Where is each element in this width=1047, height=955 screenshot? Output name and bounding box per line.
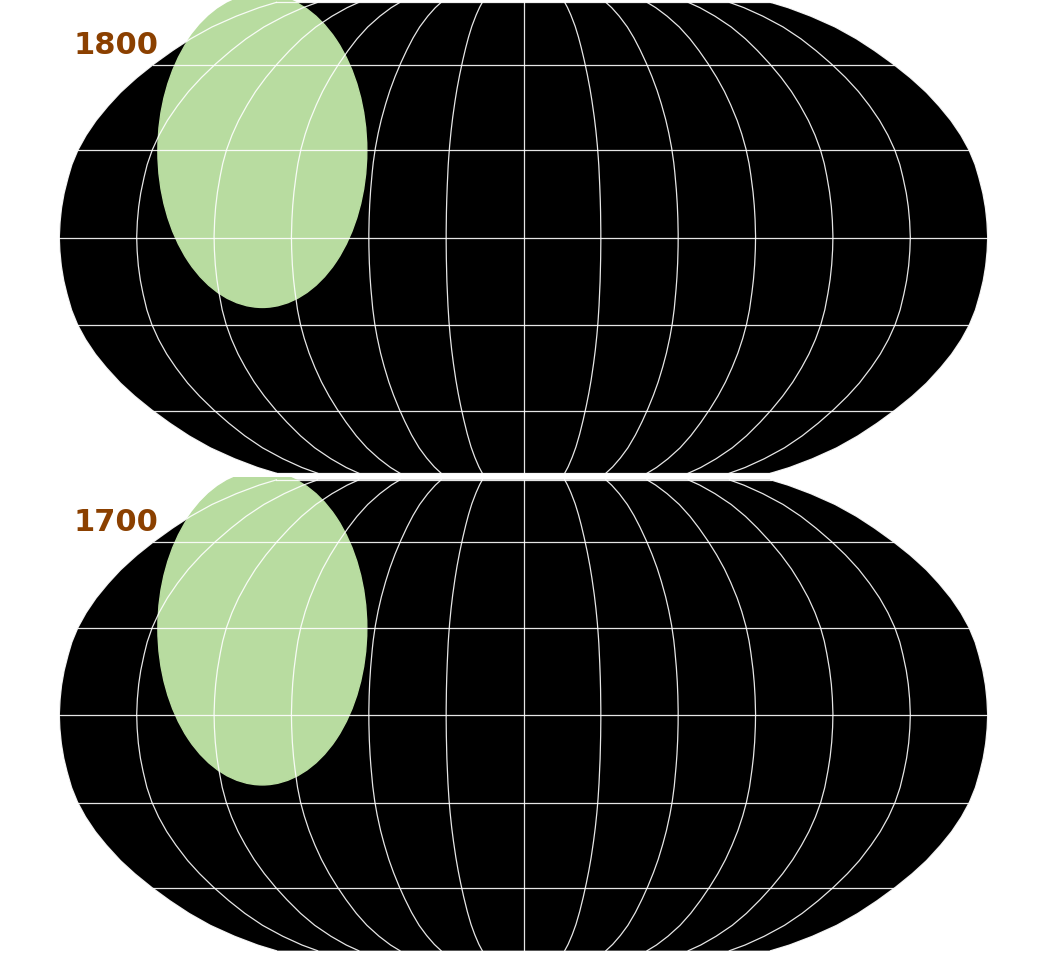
Polygon shape	[60, 479, 987, 951]
Text: 1700: 1700	[73, 508, 158, 537]
Ellipse shape	[158, 472, 366, 785]
Polygon shape	[60, 2, 987, 474]
Text: 1800: 1800	[73, 31, 158, 59]
Ellipse shape	[158, 0, 366, 308]
